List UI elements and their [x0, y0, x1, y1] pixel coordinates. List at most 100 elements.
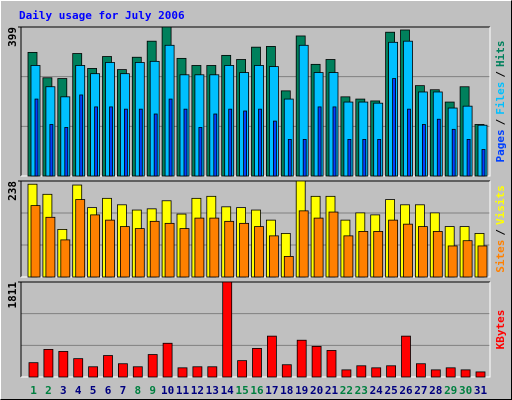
bar — [347, 139, 352, 177]
bar — [34, 98, 39, 177]
bar — [209, 217, 220, 278]
y-tick-label: 1811 — [6, 282, 19, 309]
bar — [88, 366, 98, 378]
x-tick-label: 22 — [340, 384, 353, 397]
bar — [49, 124, 54, 177]
bar — [430, 369, 441, 378]
legend-entry: Sites — [494, 240, 507, 273]
x-tick-label: 21 — [325, 384, 339, 397]
bar — [317, 106, 322, 177]
bar — [124, 108, 128, 177]
x-tick-label: 10 — [161, 384, 174, 397]
x-tick-label: 16 — [250, 384, 264, 397]
bar — [311, 345, 322, 378]
bar — [192, 366, 203, 378]
bar — [75, 199, 86, 278]
x-tick-label: 9 — [149, 384, 156, 397]
bar — [194, 217, 205, 278]
bar — [477, 245, 488, 278]
bar — [328, 211, 339, 278]
legend-separator: / — [494, 71, 507, 78]
bar — [228, 108, 233, 177]
x-tick-label: 6 — [105, 384, 112, 397]
x-tick-label: 1 — [30, 384, 37, 397]
bar — [30, 205, 41, 278]
bar — [162, 342, 173, 378]
bar — [149, 220, 160, 278]
bar — [287, 139, 292, 177]
bar — [362, 139, 367, 177]
bar — [153, 113, 158, 177]
x-tick-label: 30 — [459, 384, 472, 397]
bar — [268, 235, 279, 278]
legend-separator: / — [494, 229, 507, 236]
bar — [198, 127, 203, 177]
bar — [356, 365, 367, 378]
bar — [237, 360, 248, 378]
bar — [224, 220, 235, 278]
bar — [183, 108, 188, 177]
bar — [28, 362, 39, 378]
legend-separator: / — [494, 118, 507, 125]
bar — [407, 108, 411, 177]
bar — [94, 106, 98, 177]
bar — [179, 228, 190, 278]
x-tick-label: 31 — [474, 384, 488, 397]
bar — [432, 231, 443, 278]
x-tick-label: 17 — [265, 384, 278, 397]
bar — [403, 223, 413, 278]
bar — [164, 222, 175, 278]
bar — [445, 367, 456, 378]
legend: KBytes — [494, 310, 507, 350]
bar — [45, 216, 56, 278]
x-tick-label: 24 — [370, 384, 384, 397]
bar — [451, 128, 456, 177]
bar — [168, 98, 173, 177]
bar — [332, 106, 337, 177]
legend-entry: Pages — [494, 129, 507, 162]
bar — [313, 217, 324, 278]
legend-entry: Visits — [494, 185, 507, 225]
bar — [415, 363, 426, 378]
bar — [302, 139, 307, 177]
bar — [58, 351, 69, 378]
x-tick-label: 29 — [444, 384, 457, 397]
x-tick-label: 3 — [60, 384, 67, 397]
bar — [138, 108, 143, 177]
y-tick-label: 399 — [6, 27, 19, 47]
legend-entry: Files — [494, 82, 507, 115]
bar — [132, 366, 143, 378]
bar — [436, 118, 441, 177]
x-tick-label: 13 — [206, 384, 219, 397]
bar — [371, 367, 382, 378]
bar — [222, 281, 233, 378]
legend: Pages / Files / Hits — [494, 41, 507, 163]
bar — [239, 222, 250, 278]
bar — [109, 106, 113, 177]
bar — [64, 127, 69, 177]
chart-title: Daily usage for July 2006 — [19, 9, 185, 22]
x-tick-label: 5 — [90, 384, 97, 397]
bar — [43, 349, 54, 378]
bar — [341, 369, 352, 378]
x-tick-label: 25 — [384, 384, 397, 397]
x-tick-label: 7 — [120, 384, 127, 397]
bar — [252, 348, 262, 378]
bar — [377, 139, 382, 177]
bar — [254, 226, 264, 278]
bar — [177, 367, 188, 378]
bar — [147, 354, 158, 378]
bar — [392, 78, 397, 177]
bar — [243, 110, 248, 177]
bar — [213, 113, 218, 177]
bar — [388, 219, 399, 278]
x-tick-label: 20 — [310, 384, 323, 397]
x-tick-label: 18 — [280, 384, 293, 397]
legend: Sites / Visits — [494, 185, 507, 273]
bar — [326, 350, 337, 378]
bar — [283, 256, 294, 278]
bar — [281, 364, 292, 378]
x-tick-label: 15 — [235, 384, 248, 397]
bar — [417, 226, 428, 278]
